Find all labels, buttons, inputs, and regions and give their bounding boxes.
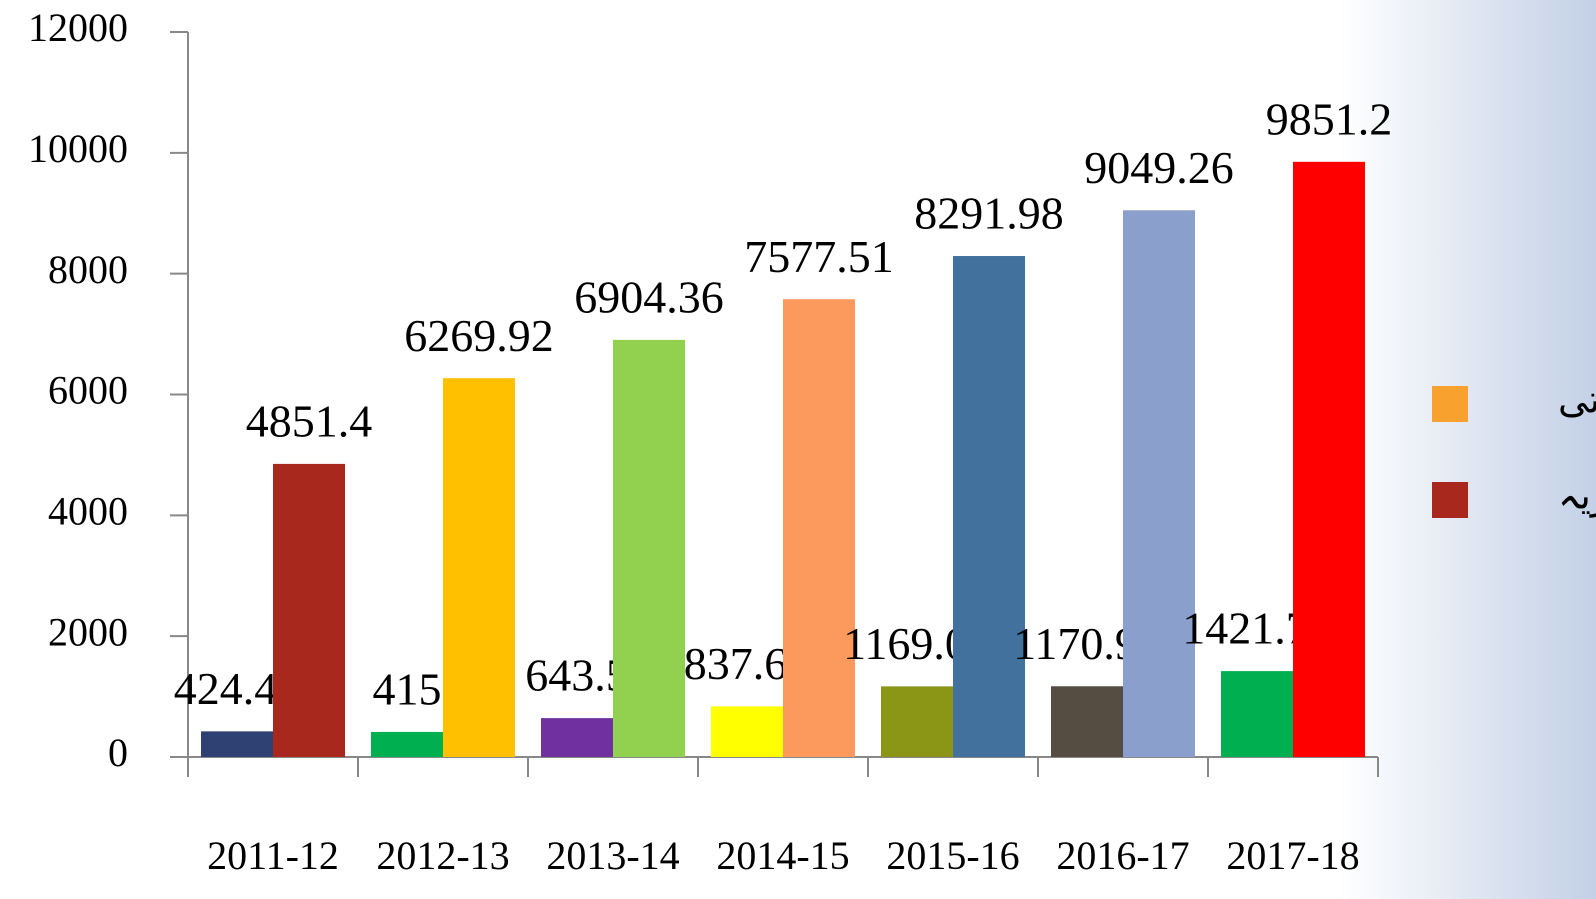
background-gradient [1340, 0, 1596, 899]
y-tick-label: 12000 [28, 5, 128, 50]
legend-swatch [1432, 482, 1468, 518]
bar [783, 299, 855, 757]
y-tick-label: 10000 [28, 126, 128, 171]
bar [711, 706, 783, 757]
x-tick-label: 2011-12 [207, 833, 339, 878]
y-tick-label: 2000 [48, 609, 128, 654]
legend-swatch [1432, 386, 1468, 422]
bar [881, 686, 953, 757]
data-label: 6904.36 [574, 271, 724, 322]
data-label: 415 [373, 663, 442, 714]
data-label: 9049.26 [1084, 142, 1234, 193]
y-tick-label: 8000 [48, 247, 128, 292]
data-label: 4851.4 [246, 395, 373, 446]
bar [1293, 161, 1365, 757]
x-tick-label: 2014-15 [716, 833, 849, 878]
x-tick-label: 2012-13 [376, 833, 509, 878]
bar [613, 339, 685, 757]
data-label: 9851.2 [1266, 93, 1393, 144]
y-tick-label: 6000 [48, 368, 128, 413]
bar [1221, 671, 1293, 757]
data-label: 643.5 [525, 650, 629, 701]
data-label: 6269.92 [404, 310, 554, 361]
legend-label: ترقیاتی [1558, 380, 1596, 423]
bar [541, 718, 613, 757]
bar [273, 463, 345, 757]
x-tick-label: 2015-16 [886, 833, 1019, 878]
bar [1051, 686, 1123, 757]
x-tick-label: 2017-18 [1226, 833, 1359, 878]
data-label: 8291.98 [914, 188, 1064, 239]
data-label: 7577.51 [744, 231, 894, 282]
x-tick-label: 2016-17 [1056, 833, 1189, 878]
y-tick-label: 4000 [48, 489, 128, 534]
legend-label: جاریہ [1558, 476, 1596, 519]
bar [371, 731, 443, 757]
bar [443, 378, 515, 757]
bar [1123, 210, 1195, 758]
bar [201, 731, 273, 757]
x-tick-label: 2013-14 [546, 833, 679, 878]
y-tick-label: 0 [108, 730, 128, 775]
bar [953, 256, 1025, 757]
